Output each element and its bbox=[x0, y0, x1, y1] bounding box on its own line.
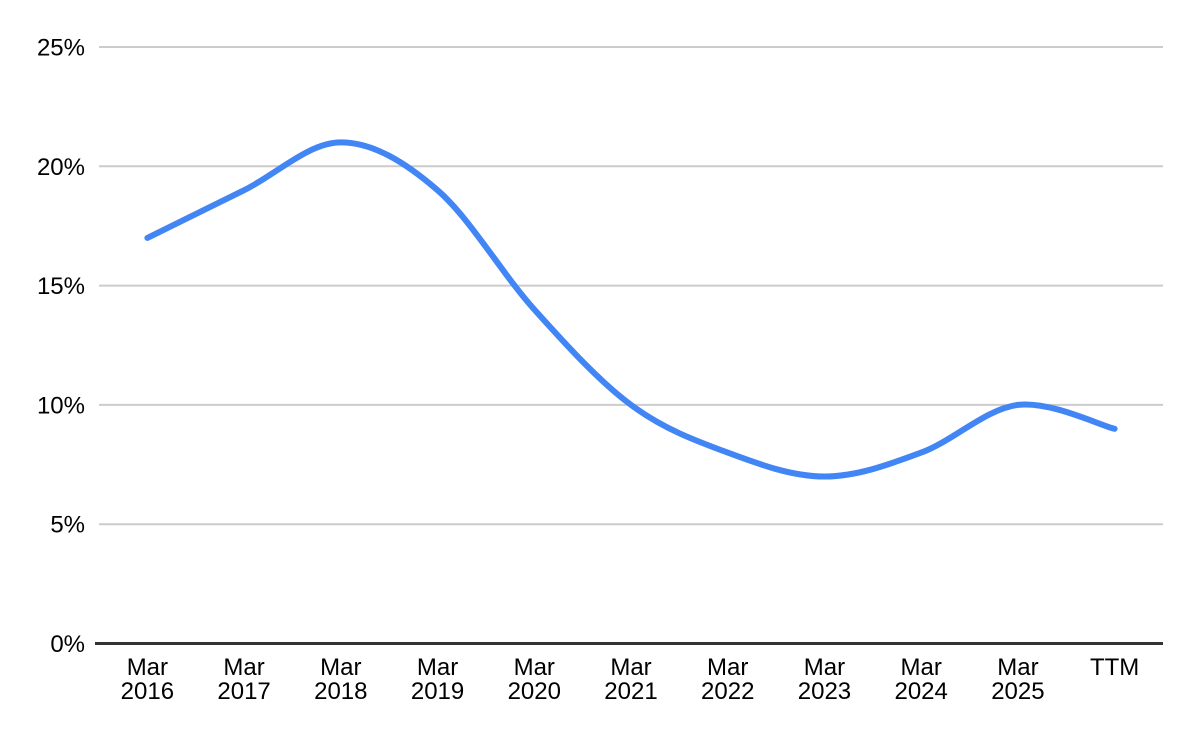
x-axis-tick-label: Mar 2018 bbox=[314, 654, 367, 705]
x-axis-tick-line: Mar bbox=[223, 654, 264, 681]
x-axis-tick-line: 2024 bbox=[894, 678, 947, 705]
x-axis-tick-line: Mar bbox=[997, 654, 1038, 681]
x-axis-tick-line: Mar bbox=[901, 654, 942, 681]
x-axis-tick-line: Mar bbox=[320, 654, 361, 681]
y-axis-tick-label: 5% bbox=[50, 512, 85, 539]
y-axis-tick-label: 25% bbox=[37, 35, 85, 62]
x-axis-tick-line: Mar bbox=[514, 654, 555, 681]
x-axis-tick-line: TTM bbox=[1090, 654, 1139, 681]
x-axis-tick-line: 2025 bbox=[991, 678, 1044, 705]
x-axis-tick-line: Mar bbox=[127, 654, 168, 681]
x-axis-tick-line: 2023 bbox=[798, 678, 851, 705]
y-axis-tick-label: 10% bbox=[37, 392, 85, 419]
x-axis-tick-line: 2020 bbox=[508, 678, 561, 705]
x-axis-tick-line: Mar bbox=[610, 654, 651, 681]
x-axis-tick-label: Mar 2020 bbox=[508, 654, 561, 705]
y-axis-tick-label: 20% bbox=[37, 154, 85, 181]
x-axis-tick-line: 2022 bbox=[701, 678, 754, 705]
x-axis-tick-line: 2017 bbox=[217, 678, 270, 705]
y-axis-tick-label: 15% bbox=[37, 273, 85, 300]
x-axis-tick-label: Mar 2017 bbox=[217, 654, 270, 705]
series-line bbox=[144, 139, 1118, 480]
y-axis-tick-label: 0% bbox=[50, 631, 85, 658]
x-axis-tick-label: Mar 2024 bbox=[894, 654, 947, 705]
x-axis-tick-line: 2016 bbox=[121, 678, 174, 705]
x-axis-tick-label: TTM bbox=[1090, 654, 1139, 681]
x-axis-tick-label: Mar 2016 bbox=[121, 654, 174, 705]
x-axis-tick-line: Mar bbox=[804, 654, 845, 681]
x-axis-tick-label: Mar 2023 bbox=[798, 654, 851, 705]
x-axis-tick-line: 2021 bbox=[604, 678, 657, 705]
x-axis-tick-label: Mar 2021 bbox=[604, 654, 657, 705]
x-axis-tick-label: Mar 2022 bbox=[701, 654, 754, 705]
x-axis-tick-line: 2019 bbox=[411, 678, 464, 705]
x-axis-tick-line: Mar bbox=[707, 654, 748, 681]
x-axis-tick-label: Mar 2019 bbox=[411, 654, 464, 705]
x-axis-tick-line: Mar bbox=[417, 654, 458, 681]
x-axis-tick-line: 2018 bbox=[314, 678, 367, 705]
x-axis-tick-label: Mar 2025 bbox=[991, 654, 1044, 705]
